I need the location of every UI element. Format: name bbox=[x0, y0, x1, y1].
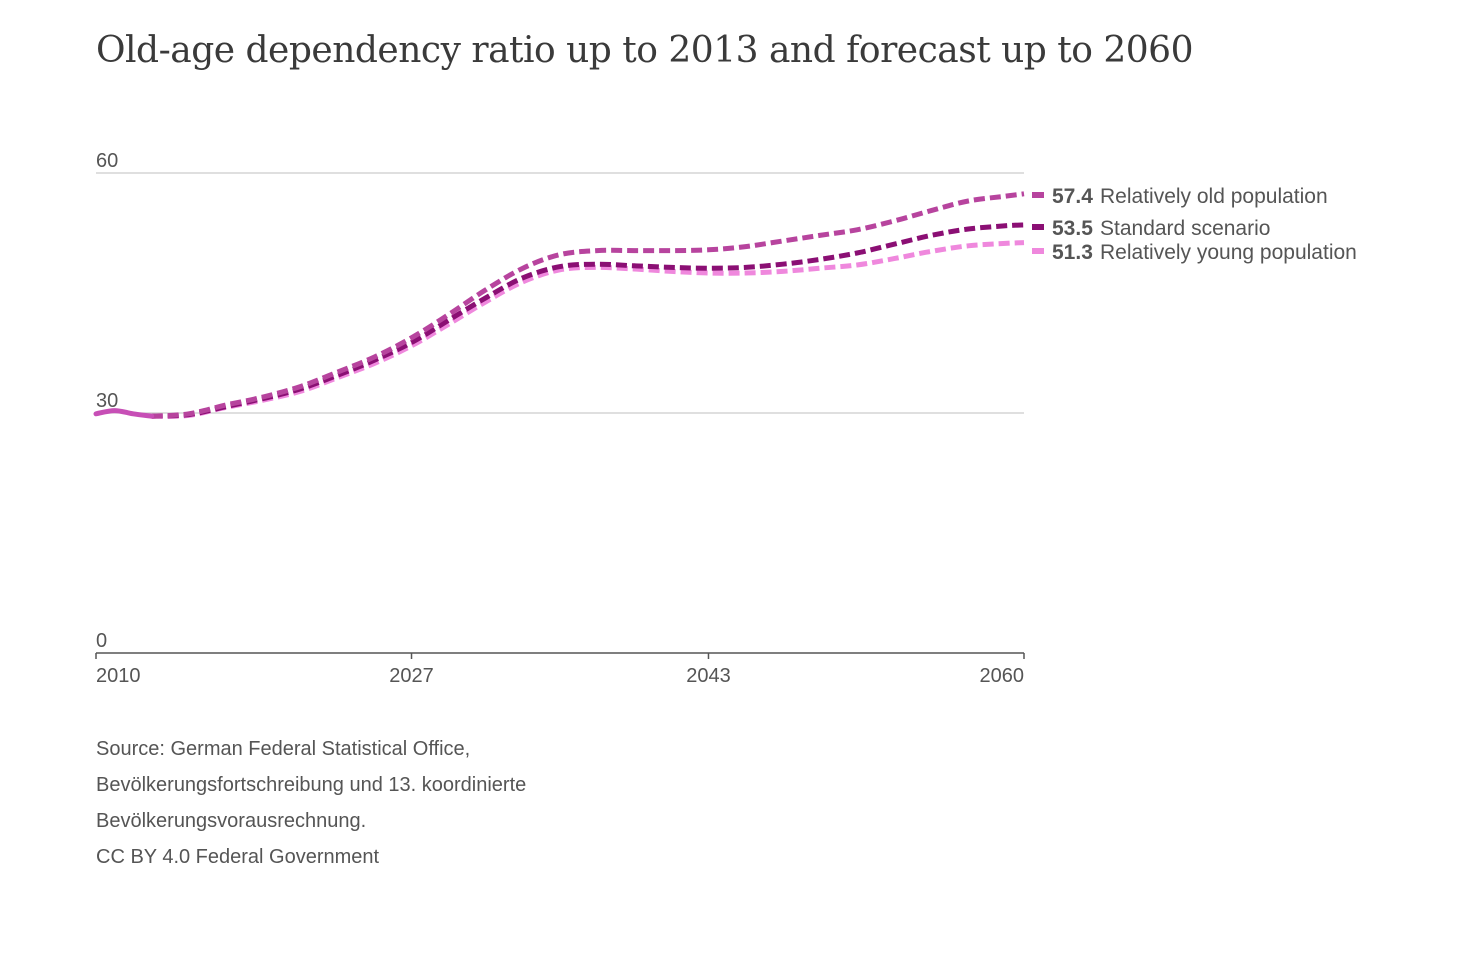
x-tick-label-2060: 2060 bbox=[980, 665, 1025, 687]
series-end-value-2: 51.3 bbox=[1052, 241, 1093, 264]
y-tick-label-0: 0 bbox=[96, 630, 107, 652]
series-name-1: Standard scenario bbox=[1100, 217, 1270, 240]
source-line-2: Bevölkerungsfortschreibung und 13. koord… bbox=[96, 774, 527, 796]
chart-title: Old-age dependency ratio up to 2013 and … bbox=[96, 30, 1193, 71]
source-note: Source: German Federal Statistical Offic… bbox=[96, 731, 526, 875]
series-lines bbox=[93, 191, 1025, 419]
series-name-0: Relatively old population bbox=[1100, 185, 1328, 208]
series-line-0 bbox=[151, 191, 1025, 419]
x-tick-label-2027: 2027 bbox=[389, 665, 434, 687]
y-tick-label-30: 30 bbox=[96, 390, 118, 412]
x-tick-label-2043: 2043 bbox=[686, 665, 731, 687]
series-line-1 bbox=[151, 222, 1025, 419]
y-tick-label-60: 60 bbox=[96, 150, 118, 172]
historical-line bbox=[93, 408, 155, 419]
gridlines bbox=[96, 172, 1024, 414]
source-line-1: Source: German Federal Statistical Offic… bbox=[96, 738, 471, 760]
series-end-labels: 57.4 Relatively old population 53.5 Standar… bbox=[1032, 185, 1357, 264]
series-name-2: Relatively young population bbox=[1100, 241, 1357, 264]
axes: 0 30 60 2010 2027 2043 2060 bbox=[95, 150, 1025, 687]
source-line-4: CC BY 4.0 Federal Government bbox=[96, 846, 380, 868]
series-end-value-0: 57.4 bbox=[1052, 185, 1093, 208]
x-tick-label-2010: 2010 bbox=[96, 665, 141, 687]
source-line-3: Bevölkerungsvorausrechnung. bbox=[96, 810, 367, 832]
series-end-value-1: 53.5 bbox=[1052, 217, 1093, 240]
